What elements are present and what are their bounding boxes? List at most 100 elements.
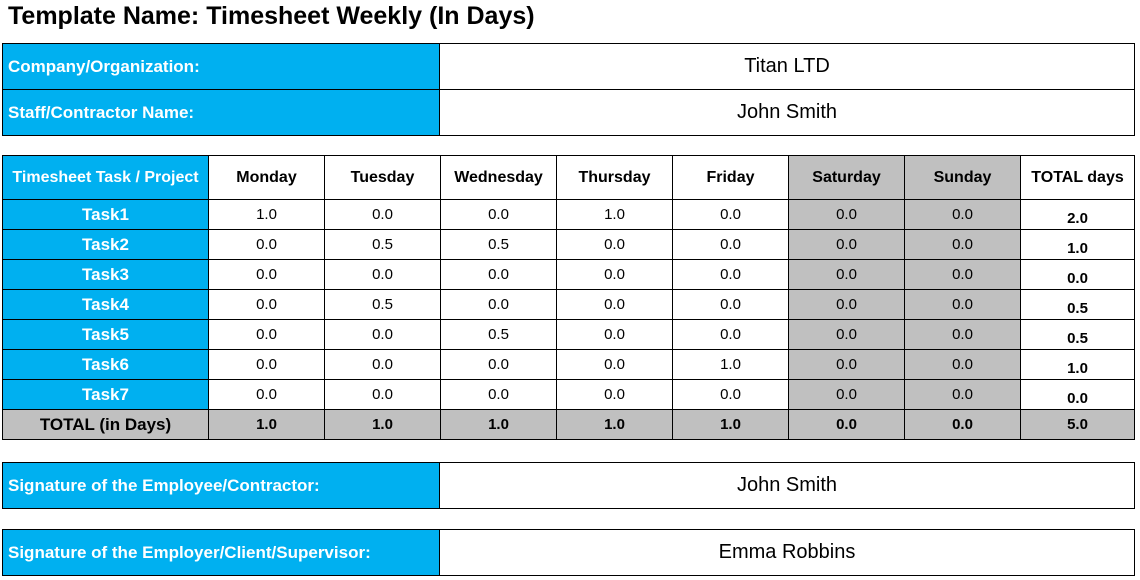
task-value-friday[interactable]: 0.0 [672, 379, 789, 410]
task-total-days: 0.0 [1020, 259, 1135, 290]
task-value-monday[interactable]: 0.0 [208, 319, 325, 350]
info-table: Company/Organization: Titan LTD Staff/Co… [2, 43, 1135, 136]
employee-signature-table: Signature of the Employee/Contractor: Jo… [2, 462, 1135, 509]
task-value-thursday[interactable]: 0.0 [556, 289, 673, 320]
employer-signature-row: Signature of the Employer/Client/Supervi… [2, 529, 1135, 576]
totals-label: TOTAL (in Days) [2, 409, 209, 440]
task-value-tuesday[interactable]: 0.0 [324, 259, 441, 290]
page-title: Template Name: Timesheet Weekly (In Days… [8, 2, 535, 30]
grand-total: 5.0 [1020, 409, 1135, 440]
task-value-monday[interactable]: 0.0 [208, 379, 325, 410]
table-row: Task5 0.0 0.0 0.5 0.0 0.0 0.0 0.0 0.5 [2, 319, 1135, 350]
task-value-sunday[interactable]: 0.0 [904, 319, 1021, 350]
task-value-saturday[interactable]: 0.0 [788, 379, 905, 410]
task-value-thursday[interactable]: 0.0 [556, 259, 673, 290]
header-sunday: Sunday [904, 155, 1021, 200]
total-friday: 1.0 [672, 409, 789, 440]
task-value-wednesday[interactable]: 0.0 [440, 379, 557, 410]
table-row: Task7 0.0 0.0 0.0 0.0 0.0 0.0 0.0 0.0 [2, 379, 1135, 410]
task-value-tuesday[interactable]: 0.0 [324, 319, 441, 350]
total-thursday: 1.0 [556, 409, 673, 440]
task-value-sunday[interactable]: 0.0 [904, 229, 1021, 260]
employer-signature-value[interactable]: Emma Robbins [439, 529, 1135, 576]
task-name: Task1 [2, 199, 209, 230]
task-value-wednesday[interactable]: 0.5 [440, 229, 557, 260]
task-value-monday[interactable]: 1.0 [208, 199, 325, 230]
header-row: Timesheet Task / Project Monday Tuesday … [2, 155, 1135, 200]
header-tuesday: Tuesday [324, 155, 441, 200]
task-value-thursday[interactable]: 0.0 [556, 229, 673, 260]
totals-row: TOTAL (in Days) 1.0 1.0 1.0 1.0 1.0 0.0 … [2, 409, 1135, 440]
task-value-thursday[interactable]: 0.0 [556, 349, 673, 380]
task-value-wednesday[interactable]: 0.0 [440, 289, 557, 320]
task-total-days: 0.5 [1020, 319, 1135, 350]
task-total-days: 1.0 [1020, 229, 1135, 260]
task-value-tuesday[interactable]: 0.0 [324, 379, 441, 410]
task-value-saturday[interactable]: 0.0 [788, 349, 905, 380]
table-row: Task3 0.0 0.0 0.0 0.0 0.0 0.0 0.0 0.0 [2, 259, 1135, 290]
task-name: Task6 [2, 349, 209, 380]
company-label: Company/Organization: [2, 43, 440, 90]
task-total-days: 0.5 [1020, 289, 1135, 320]
header-saturday: Saturday [788, 155, 905, 200]
task-value-tuesday[interactable]: 0.5 [324, 229, 441, 260]
task-value-saturday[interactable]: 0.0 [788, 199, 905, 230]
task-value-wednesday[interactable]: 0.0 [440, 199, 557, 230]
task-total-days: 1.0 [1020, 349, 1135, 380]
header-wednesday: Wednesday [440, 155, 557, 200]
task-value-sunday[interactable]: 0.0 [904, 379, 1021, 410]
total-wednesday: 1.0 [440, 409, 557, 440]
task-value-monday[interactable]: 0.0 [208, 289, 325, 320]
task-value-monday[interactable]: 0.0 [208, 349, 325, 380]
task-value-friday[interactable]: 0.0 [672, 289, 789, 320]
task-name: Task7 [2, 379, 209, 410]
employee-signature-row: Signature of the Employee/Contractor: Jo… [2, 462, 1135, 509]
staff-value[interactable]: John Smith [439, 89, 1135, 136]
header-monday: Monday [208, 155, 325, 200]
task-value-saturday[interactable]: 0.0 [788, 259, 905, 290]
task-value-tuesday[interactable]: 0.5 [324, 289, 441, 320]
company-value[interactable]: Titan LTD [439, 43, 1135, 90]
task-value-saturday[interactable]: 0.0 [788, 289, 905, 320]
table-row: Task6 0.0 0.0 0.0 0.0 1.0 0.0 0.0 1.0 [2, 349, 1135, 380]
total-saturday: 0.0 [788, 409, 905, 440]
employer-signature-label: Signature of the Employer/Client/Supervi… [2, 529, 440, 576]
task-value-sunday[interactable]: 0.0 [904, 349, 1021, 380]
task-total-days: 0.0 [1020, 379, 1135, 410]
task-value-wednesday[interactable]: 0.5 [440, 319, 557, 350]
header-friday: Friday [672, 155, 789, 200]
task-value-friday[interactable]: 1.0 [672, 349, 789, 380]
task-name: Task5 [2, 319, 209, 350]
employer-signature-table: Signature of the Employer/Client/Supervi… [2, 529, 1135, 576]
task-value-wednesday[interactable]: 0.0 [440, 259, 557, 290]
table-row: Task2 0.0 0.5 0.5 0.0 0.0 0.0 0.0 1.0 [2, 229, 1135, 260]
task-value-sunday[interactable]: 0.0 [904, 289, 1021, 320]
total-monday: 1.0 [208, 409, 325, 440]
task-value-monday[interactable]: 0.0 [208, 259, 325, 290]
task-value-thursday[interactable]: 1.0 [556, 199, 673, 230]
total-sunday: 0.0 [904, 409, 1021, 440]
task-value-friday[interactable]: 0.0 [672, 199, 789, 230]
employee-signature-value[interactable]: John Smith [439, 462, 1135, 509]
task-value-tuesday[interactable]: 0.0 [324, 199, 441, 230]
task-value-thursday[interactable]: 0.0 [556, 319, 673, 350]
header-task-project: Timesheet Task / Project [2, 155, 209, 200]
task-value-tuesday[interactable]: 0.0 [324, 349, 441, 380]
task-value-friday[interactable]: 0.0 [672, 229, 789, 260]
task-value-friday[interactable]: 0.0 [672, 319, 789, 350]
total-tuesday: 1.0 [324, 409, 441, 440]
task-name: Task2 [2, 229, 209, 260]
task-value-saturday[interactable]: 0.0 [788, 319, 905, 350]
task-value-friday[interactable]: 0.0 [672, 259, 789, 290]
task-value-saturday[interactable]: 0.0 [788, 229, 905, 260]
task-value-sunday[interactable]: 0.0 [904, 199, 1021, 230]
task-name: Task3 [2, 259, 209, 290]
task-value-monday[interactable]: 0.0 [208, 229, 325, 260]
table-row: Task1 1.0 0.0 0.0 1.0 0.0 0.0 0.0 2.0 [2, 199, 1135, 230]
staff-row: Staff/Contractor Name: John Smith [2, 89, 1135, 136]
header-total-days: TOTAL days [1020, 155, 1135, 200]
timesheet-table: Timesheet Task / Project Monday Tuesday … [2, 155, 1135, 440]
task-value-sunday[interactable]: 0.0 [904, 259, 1021, 290]
task-value-thursday[interactable]: 0.0 [556, 379, 673, 410]
task-value-wednesday[interactable]: 0.0 [440, 349, 557, 380]
